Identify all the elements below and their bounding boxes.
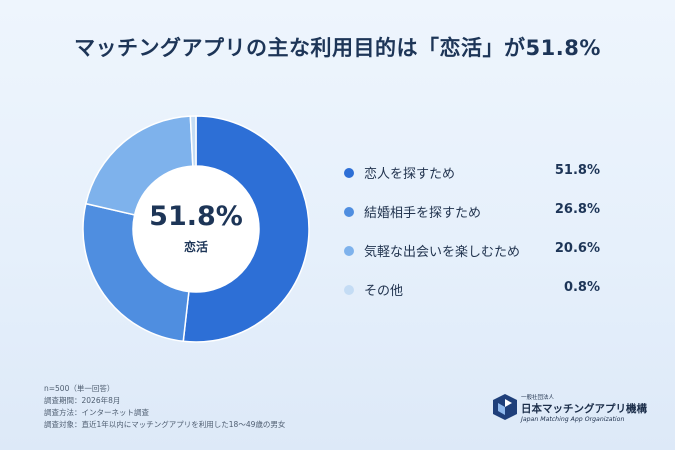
legend-value: 26.8% — [554, 202, 600, 217]
legend-dot — [344, 207, 354, 217]
organization-block: 一般社団法人 日本マッチングアプリ機構 Japan Matching App O… — [493, 390, 653, 430]
legend-label: 恋人を探すため — [364, 167, 456, 182]
legend-dot — [344, 246, 354, 256]
legend-item: 気軽な出会いを楽しむため 20.6% — [344, 238, 600, 277]
legend-value: 0.8% — [563, 280, 600, 295]
note-target: 調査対象：直近1年以内にマッチングアプリを利用した18〜49歳の男女 — [44, 420, 286, 429]
donut-hole — [133, 166, 259, 292]
donut-chart — [82, 115, 310, 343]
org-english-name: Japan Matching App Organization — [521, 416, 625, 423]
org-type: 一般社団法人 — [521, 395, 555, 401]
note-method: 調査方法：インターネット調査 — [44, 408, 149, 417]
legend-label: その他 — [364, 284, 404, 299]
legend-item: 恋人を探すため 51.8% — [344, 160, 600, 199]
page-title: マッチングアプリの主な利用目的は「恋活」が51.8% — [74, 36, 601, 60]
legend-value: 51.8% — [554, 163, 600, 178]
survey-notes: n=500（単一回答） 調査期間：2026年8月 調査方法：インターネット調査 … — [44, 383, 285, 431]
legend-item: その他 0.8% — [344, 277, 600, 316]
note-period: 調査期間：2026年8月 — [44, 396, 121, 405]
legend-item: 結婚相手を探すため 26.8% — [344, 199, 600, 238]
center-label: 恋活 — [183, 240, 208, 254]
org-name: 日本マッチングアプリ機構 — [521, 403, 647, 415]
note-sample: n=500（単一回答） — [44, 384, 115, 393]
legend-label: 気軽な出会いを楽しむため — [364, 245, 521, 260]
center-value: 51.8% — [149, 201, 243, 232]
legend-value: 20.6% — [554, 241, 600, 256]
legend-dot — [344, 285, 354, 295]
legend-label: 結婚相手を探すため — [364, 206, 482, 221]
legend-dot — [344, 168, 354, 178]
org-logo-icon — [493, 394, 517, 420]
chart-legend: 恋人を探すため 51.8% 結婚相手を探すため 26.8% 気軽な出会いを楽しむため 20… — [344, 160, 600, 316]
